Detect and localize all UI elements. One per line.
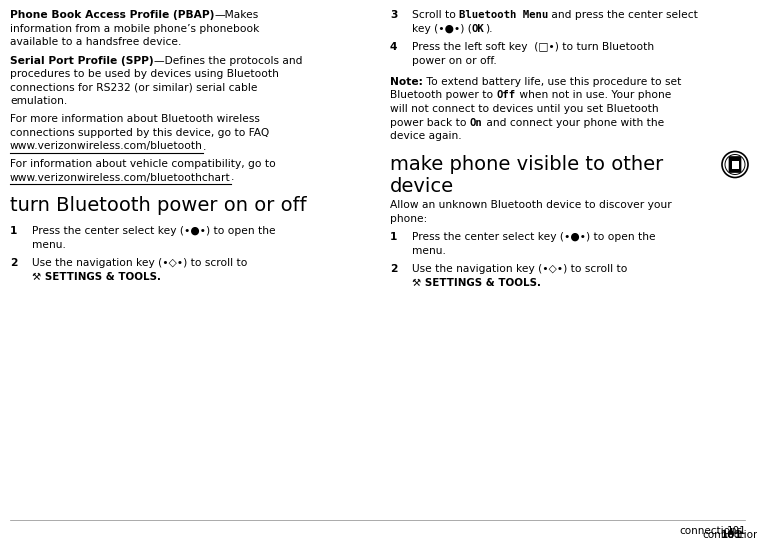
- Text: Allow an unknown Bluetooth device to discover your: Allow an unknown Bluetooth device to dis…: [390, 200, 671, 211]
- Text: For more information about Bluetooth wireless: For more information about Bluetooth wir…: [10, 115, 260, 124]
- Text: make phone visible to other: make phone visible to other: [390, 155, 663, 174]
- Text: www.verizonwireless.com/bluetoothchart: www.verizonwireless.com/bluetoothchart: [10, 173, 231, 182]
- Text: and connect your phone with the: and connect your phone with the: [483, 117, 664, 128]
- Text: phone:: phone:: [390, 214, 427, 224]
- Text: Press the center select key (•●•) to open the: Press the center select key (•●•) to ope…: [412, 233, 656, 242]
- Text: when not in use. Your phone: when not in use. Your phone: [516, 91, 671, 100]
- Text: connections: connections: [702, 530, 757, 540]
- Text: 3: 3: [390, 10, 397, 20]
- Text: procedures to be used by devices using Bluetooth: procedures to be used by devices using B…: [10, 69, 279, 79]
- Text: Press the left soft key  (□•) to turn Bluetooth: Press the left soft key (□•) to turn Blu…: [412, 42, 654, 52]
- Text: On: On: [470, 117, 483, 128]
- Text: .: .: [203, 141, 206, 151]
- Text: Use the navigation key (•◇•) to scroll to: Use the navigation key (•◇•) to scroll t…: [32, 258, 248, 268]
- Circle shape: [725, 155, 745, 175]
- Text: power back to: power back to: [390, 117, 470, 128]
- Text: power on or off.: power on or off.: [412, 56, 497, 66]
- Text: will not connect to devices until you set Bluetooth: will not connect to devices until you se…: [390, 104, 659, 114]
- Text: Bluetooth power to: Bluetooth power to: [390, 91, 497, 100]
- Text: Off: Off: [497, 91, 516, 100]
- Text: www.verizonwireless.com/bluetooth: www.verizonwireless.com/bluetooth: [10, 141, 203, 151]
- Text: connections for RS232 (or similar) serial cable: connections for RS232 (or similar) seria…: [10, 82, 257, 92]
- Text: emulation.: emulation.: [10, 96, 67, 106]
- Text: —Defines the protocols and: —Defines the protocols and: [154, 56, 302, 66]
- Text: device again.: device again.: [390, 131, 462, 141]
- Text: device: device: [390, 176, 454, 195]
- Text: For information about vehicle compatibility, go to: For information about vehicle compatibil…: [10, 159, 276, 169]
- Text: 2: 2: [10, 258, 17, 268]
- Text: 2: 2: [390, 264, 397, 275]
- Text: OK: OK: [472, 23, 484, 33]
- Text: Scroll to: Scroll to: [412, 10, 459, 20]
- Text: Phone Book Access Profile (PBAP): Phone Book Access Profile (PBAP): [10, 10, 214, 20]
- Text: and press the center select: and press the center select: [549, 10, 699, 20]
- Text: Use the navigation key (•◇•) to scroll to: Use the navigation key (•◇•) to scroll t…: [412, 264, 628, 275]
- Text: 101: 101: [721, 530, 743, 540]
- Text: connections: connections: [680, 526, 743, 536]
- Text: key (•●•) (: key (•●•) (: [412, 23, 472, 33]
- Text: ⚒ SETTINGS & TOOLS.: ⚒ SETTINGS & TOOLS.: [412, 278, 540, 288]
- Text: 1: 1: [10, 226, 17, 236]
- Text: turn Bluetooth power on or off: turn Bluetooth power on or off: [10, 196, 307, 215]
- Text: menu.: menu.: [32, 240, 66, 250]
- FancyBboxPatch shape: [729, 157, 741, 173]
- Text: 4: 4: [390, 42, 397, 52]
- Text: To extend battery life, use this procedure to set: To extend battery life, use this procedu…: [423, 77, 681, 87]
- Circle shape: [722, 151, 748, 177]
- Text: Bluetooth Menu: Bluetooth Menu: [459, 10, 549, 20]
- Text: Serial Port Profile (SPP): Serial Port Profile (SPP): [10, 56, 154, 66]
- Bar: [731, 161, 739, 169]
- Text: ⚒ SETTINGS & TOOLS.: ⚒ SETTINGS & TOOLS.: [32, 271, 161, 282]
- Text: .: .: [231, 173, 234, 182]
- Text: 1: 1: [390, 233, 397, 242]
- Text: ).: ).: [484, 23, 492, 33]
- Text: menu.: menu.: [412, 246, 446, 256]
- Text: available to a handsfree device.: available to a handsfree device.: [10, 37, 182, 47]
- Text: connections supported by this device, go to FAQ: connections supported by this device, go…: [10, 128, 269, 138]
- Text: Note:: Note:: [390, 77, 423, 87]
- Text: —Makes: —Makes: [214, 10, 259, 20]
- Text: 101: 101: [727, 526, 747, 536]
- Text: Press the center select key (•●•) to open the: Press the center select key (•●•) to ope…: [32, 226, 276, 236]
- Text: information from a mobile phone’s phonebook: information from a mobile phone’s phoneb…: [10, 23, 260, 33]
